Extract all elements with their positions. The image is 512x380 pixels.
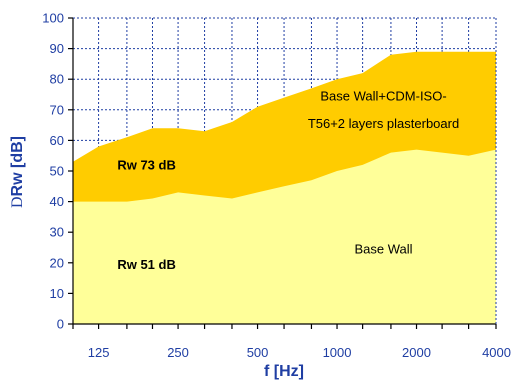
area-series: [73, 51, 496, 324]
x-tick-label: 1000: [323, 345, 352, 360]
y-tick-label: 30: [50, 225, 64, 240]
axes: [68, 17, 497, 329]
annotations: Base Wall+CDM-ISO- T56+2 layers plasterbo…: [117, 89, 459, 272]
y-tick-label: 90: [50, 41, 64, 56]
x-tick-label: 500: [247, 345, 269, 360]
tick-labels: 0 10 20 30 40 50 60 70 80 90 100 125 250 500 1000 2000 4…: [42, 11, 511, 361]
y-tick-label: 0: [57, 317, 64, 332]
annotation-label: Base Wall+CDM-ISO-: [320, 89, 446, 104]
y-tick-label: 40: [50, 194, 64, 209]
y-tick-label: 100: [42, 11, 64, 26]
y-tick-label: 20: [50, 255, 64, 270]
x-tick-label: 4000: [482, 345, 511, 360]
y-axis-title-main: Rw [dB]: [9, 136, 26, 196]
annotation-label: T56+2 layers plasterboard: [308, 116, 459, 131]
x-axis-title: f [Hz]: [264, 363, 304, 380]
y-axis-title-prefix: D: [9, 196, 26, 208]
y-tick-label: 60: [50, 133, 64, 148]
y-tick-label: 70: [50, 102, 64, 117]
annotation-label: Base Wall: [355, 242, 413, 257]
y-axis-title: DRw [dB]: [9, 136, 26, 208]
y-tick-label: 80: [50, 72, 64, 87]
annotation-label: Rw 51 dB: [117, 257, 176, 272]
x-tick-label: 125: [88, 345, 110, 360]
y-tick-label: 10: [50, 286, 64, 301]
area-lower: [73, 149, 496, 324]
annotation-label: Rw 73 dB: [117, 157, 176, 172]
x-tick-label: 2000: [402, 345, 431, 360]
y-tick-label: 50: [50, 164, 64, 179]
x-tick-label: 250: [167, 345, 189, 360]
